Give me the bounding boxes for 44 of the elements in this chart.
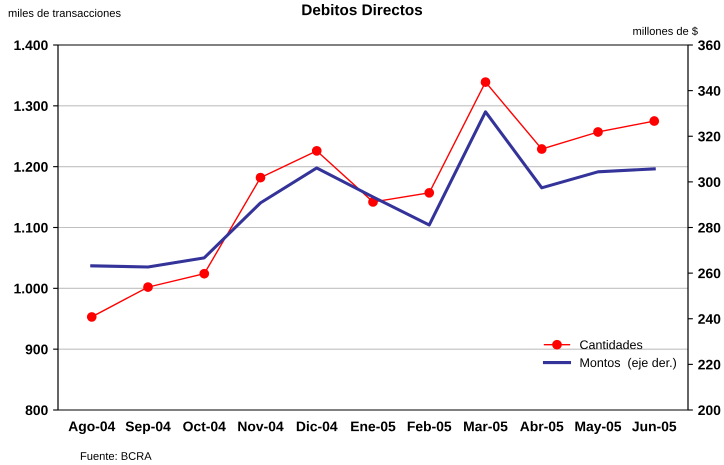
y2-tick-label: 260 (698, 268, 720, 278)
y-axis-title: miles de transacciones (8, 8, 121, 17)
point (86, 312, 97, 322)
point (480, 77, 490, 87)
y2-tick-label: 280 (698, 222, 720, 233)
y-tick-label: 800 (26, 405, 48, 416)
source-note: Fuente: BCRA (80, 452, 152, 460)
point (424, 188, 434, 198)
point (593, 127, 603, 137)
legend-label: Cantidades (580, 340, 642, 350)
y2-tick-label: 360 (698, 40, 720, 50)
point (649, 116, 660, 126)
x-tick-label: May-05 (575, 421, 622, 434)
x-tick-label: Ene-05 (351, 421, 396, 432)
y2-tick-label: 220 (698, 360, 720, 370)
line-series (90, 110, 656, 268)
y-tick-label: 1.100 (14, 222, 48, 233)
y-tick-label: 900 (26, 344, 48, 354)
point (256, 172, 266, 182)
x-tick-label: Oct-04 (183, 421, 226, 432)
y-tick-label: 1.400 (14, 40, 48, 50)
point (199, 268, 210, 279)
y2-tick-label: 300 (698, 177, 720, 188)
y2-tick-label: 200 (698, 405, 720, 416)
x-tick-label: Nov-04 (238, 421, 284, 432)
x-tick-label: Sep-04 (126, 421, 171, 434)
x-tick-label: Dic-04 (296, 421, 338, 432)
point (536, 144, 547, 154)
point (312, 146, 322, 156)
y-tick-label: 1.300 (14, 101, 48, 112)
x-tick-label: Jun-05 (632, 421, 676, 432)
legend-label: Montos (eje der.) (580, 358, 676, 370)
y2-tick-label: 240 (698, 314, 720, 324)
y-tick-label: 1.200 (14, 162, 48, 172)
chart-title: Debitos Directos (302, 4, 422, 16)
x-tick-label: Mar-05 (464, 421, 508, 432)
y2-tick-label: 320 (698, 132, 720, 142)
x-tick-label: Ago-04 (68, 421, 116, 434)
x-tick-label: Abr-05 (520, 421, 564, 432)
y2-axis-title: millones de $ (633, 26, 698, 36)
y2-tick-label: 340 (698, 86, 720, 96)
y-tick-label: 1.000 (14, 284, 48, 294)
point (143, 282, 153, 292)
x-tick-label: Feb-05 (408, 421, 452, 432)
